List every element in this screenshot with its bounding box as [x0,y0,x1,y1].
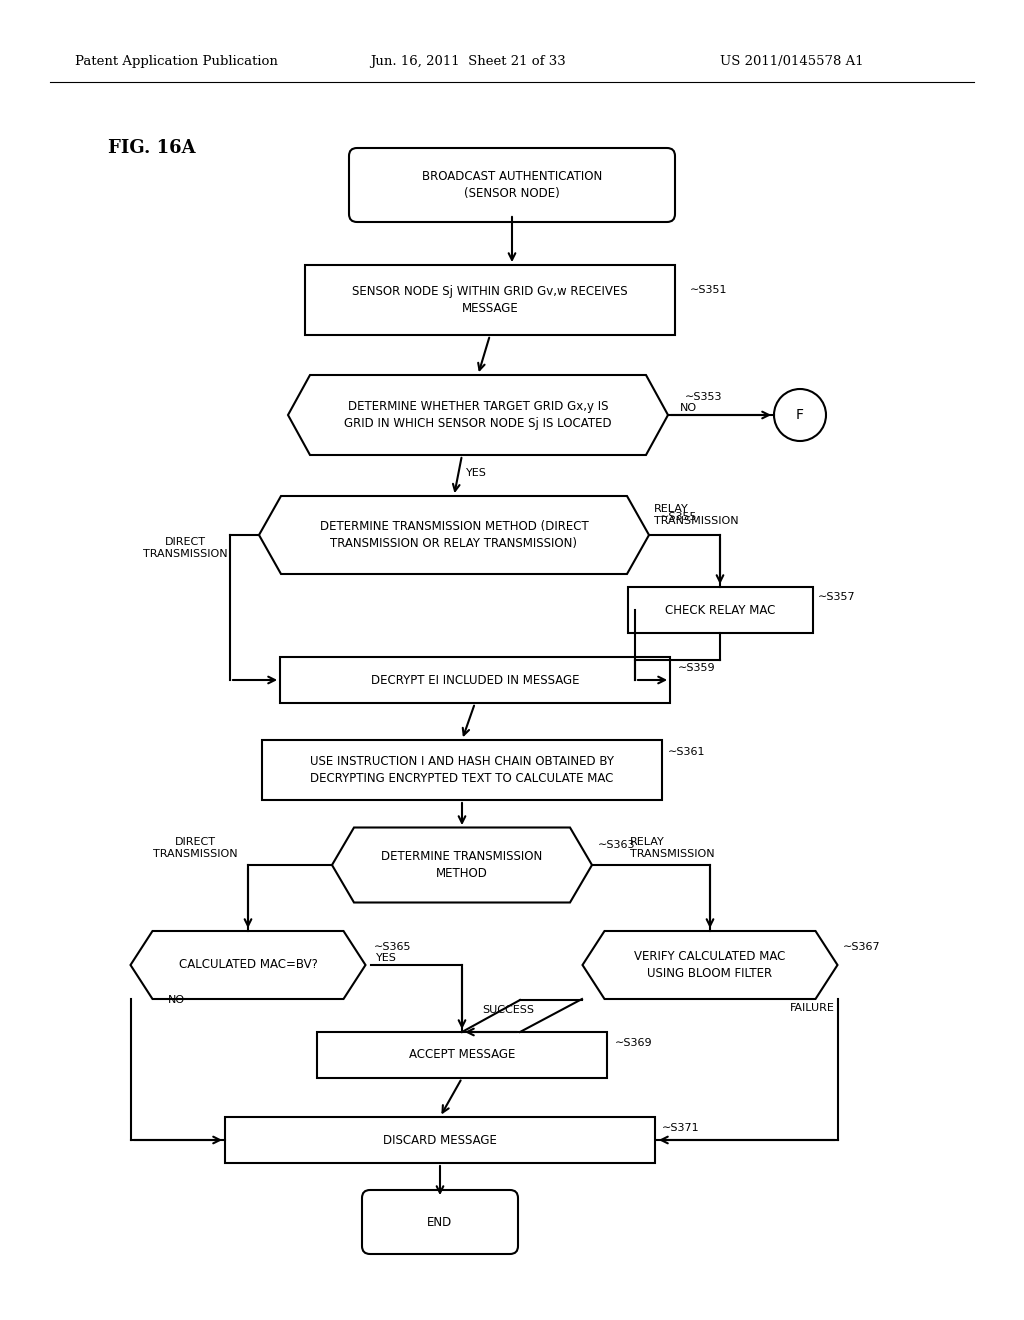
Text: US 2011/0145578 A1: US 2011/0145578 A1 [720,55,863,69]
Text: DIRECT
TRANSMISSION: DIRECT TRANSMISSION [142,537,227,558]
Text: FAILURE: FAILURE [790,1003,835,1012]
Text: ∼S365: ∼S365 [374,942,412,952]
FancyBboxPatch shape [362,1191,518,1254]
Polygon shape [259,496,649,574]
Text: CALCULATED MAC=BV?: CALCULATED MAC=BV? [178,958,317,972]
Text: ∼S355: ∼S355 [660,512,697,521]
Text: VERIFY CALCULATED MAC
USING BLOOM FILTER: VERIFY CALCULATED MAC USING BLOOM FILTER [634,950,785,979]
Text: DISCARD MESSAGE: DISCARD MESSAGE [383,1134,497,1147]
Polygon shape [583,931,838,999]
Text: NO: NO [168,995,185,1005]
Text: SUCCESS: SUCCESS [482,1005,534,1015]
Text: ∼S369: ∼S369 [615,1038,652,1048]
Text: ∼S353: ∼S353 [685,392,723,403]
Text: YES: YES [376,953,397,964]
Text: ∼S363: ∼S363 [598,840,636,850]
Polygon shape [288,375,668,455]
Polygon shape [130,931,366,999]
Circle shape [774,389,826,441]
Text: DECRYPT EI INCLUDED IN MESSAGE: DECRYPT EI INCLUDED IN MESSAGE [371,673,580,686]
Text: DETERMINE WHETHER TARGET GRID Gx,y IS
GRID IN WHICH SENSOR NODE Sj IS LOCATED: DETERMINE WHETHER TARGET GRID Gx,y IS GR… [344,400,611,430]
Text: ∼S361: ∼S361 [668,747,706,756]
Text: RELAY
TRANSMISSION: RELAY TRANSMISSION [654,504,738,525]
Text: SENSOR NODE Sj WITHIN GRID Gv,w RECEIVES
MESSAGE: SENSOR NODE Sj WITHIN GRID Gv,w RECEIVES… [352,285,628,315]
Text: YES: YES [466,469,486,478]
Text: RELAY
TRANSMISSION: RELAY TRANSMISSION [630,837,715,859]
Text: CHECK RELAY MAC: CHECK RELAY MAC [665,603,775,616]
Text: ACCEPT MESSAGE: ACCEPT MESSAGE [409,1048,515,1061]
Polygon shape [332,828,592,903]
Text: ∼S351: ∼S351 [690,285,727,294]
Bar [262,741,662,800]
Text: Jun. 16, 2011  Sheet 21 of 33: Jun. 16, 2011 Sheet 21 of 33 [370,55,565,69]
Text: ∼S367: ∼S367 [843,942,881,952]
Text: DIRECT
TRANSMISSION: DIRECT TRANSMISSION [153,837,238,859]
Text: DETERMINE TRANSMISSION
METHOD: DETERMINE TRANSMISSION METHOD [381,850,543,880]
Text: END: END [427,1216,453,1229]
Text: F: F [796,408,804,422]
Bar [628,587,812,634]
Bar [280,657,670,704]
Text: Patent Application Publication: Patent Application Publication [75,55,278,69]
Bar [225,1117,655,1163]
Bar [305,265,675,335]
Text: ∼S357: ∼S357 [818,591,856,602]
Text: USE INSTRUCTION I AND HASH CHAIN OBTAINED BY
DECRYPTING ENCRYPTED TEXT TO CALCUL: USE INSTRUCTION I AND HASH CHAIN OBTAINE… [310,755,614,785]
Text: BROADCAST AUTHENTICATION
(SENSOR NODE): BROADCAST AUTHENTICATION (SENSOR NODE) [422,170,602,201]
Bar [317,1032,607,1078]
Text: ∼S371: ∼S371 [662,1123,699,1133]
Text: FIG. 16A: FIG. 16A [108,139,196,157]
FancyBboxPatch shape [349,148,675,222]
Text: ∼S359: ∼S359 [678,663,716,673]
Text: DETERMINE TRANSMISSION METHOD (DIRECT
TRANSMISSION OR RELAY TRANSMISSION): DETERMINE TRANSMISSION METHOD (DIRECT TR… [319,520,589,550]
Text: NO: NO [680,403,697,413]
